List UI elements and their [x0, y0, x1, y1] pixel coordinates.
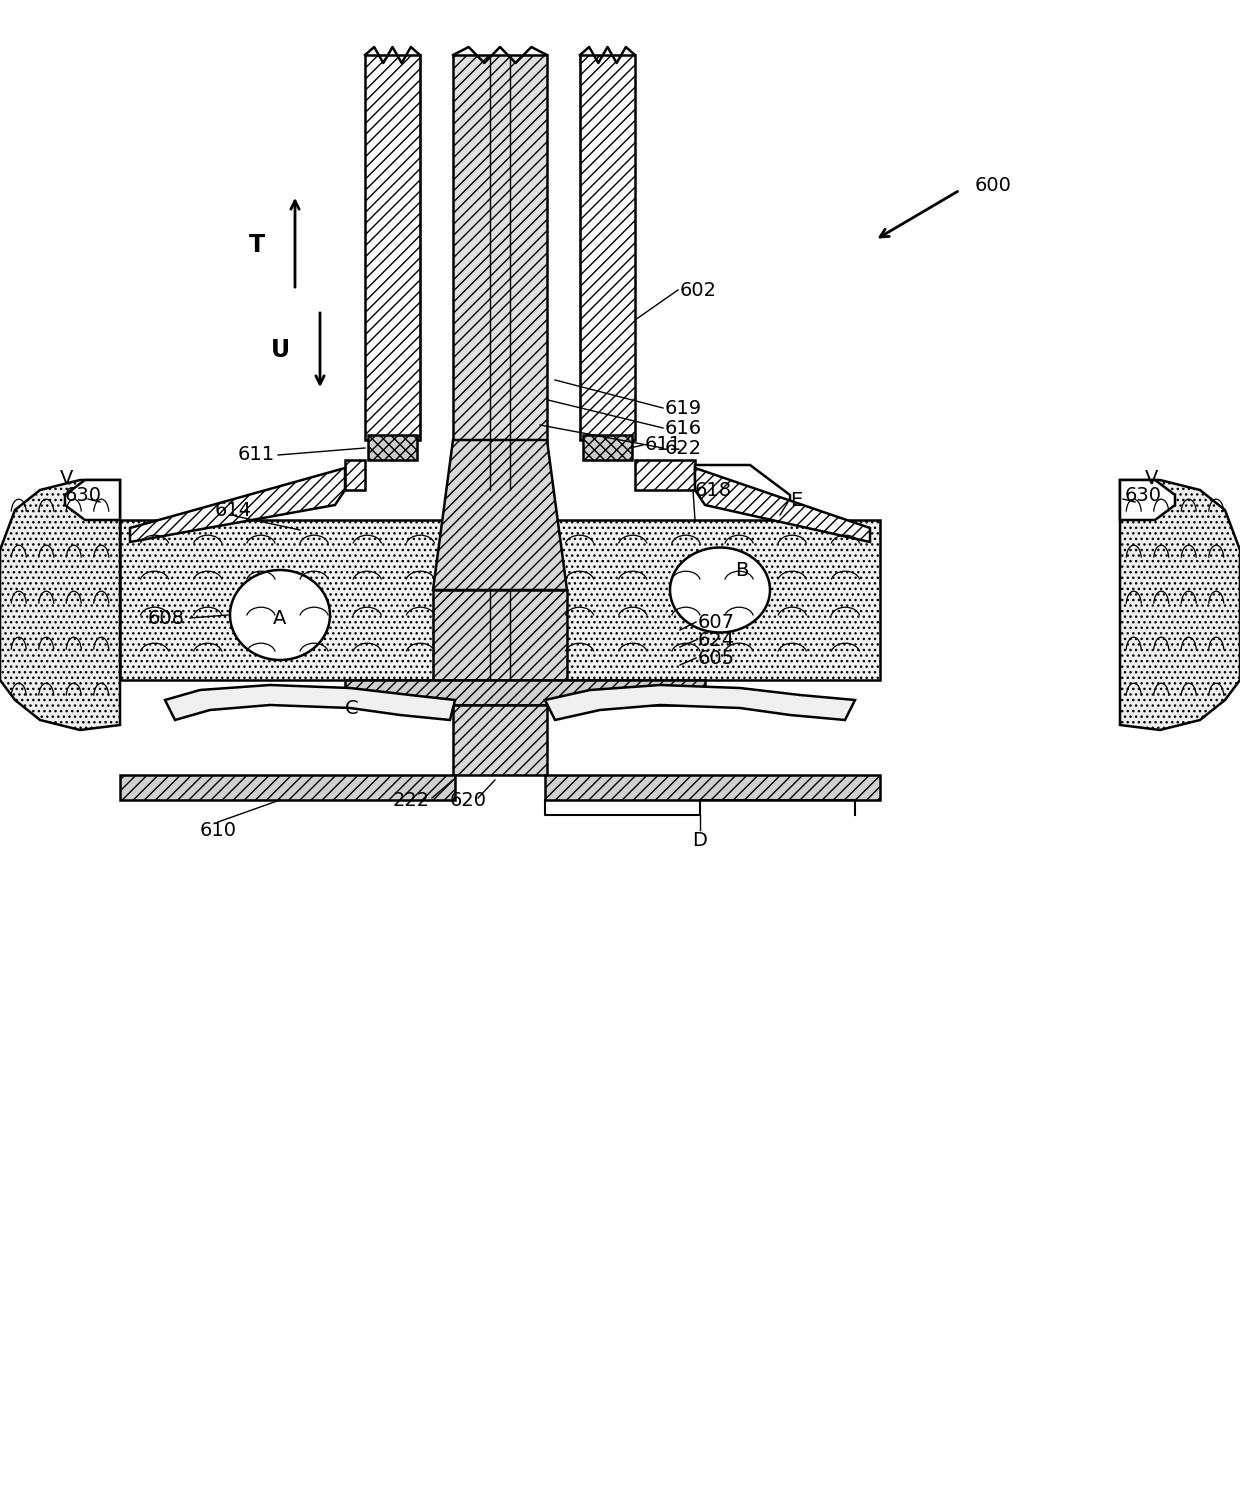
Polygon shape: [368, 435, 417, 460]
Text: 602: 602: [680, 280, 717, 299]
Text: 605: 605: [698, 648, 735, 668]
Polygon shape: [365, 55, 420, 440]
Text: T: T: [249, 232, 265, 256]
Text: 620: 620: [450, 791, 487, 809]
Text: 600: 600: [975, 176, 1012, 195]
Polygon shape: [635, 460, 694, 490]
Polygon shape: [546, 685, 856, 720]
Text: 611: 611: [238, 446, 275, 465]
Polygon shape: [433, 440, 567, 590]
Polygon shape: [583, 435, 632, 460]
Text: 622: 622: [665, 438, 702, 457]
Text: D: D: [693, 830, 708, 849]
Polygon shape: [130, 468, 345, 542]
Text: V: V: [1145, 468, 1158, 487]
Polygon shape: [546, 775, 880, 800]
Polygon shape: [120, 775, 455, 800]
Text: 614: 614: [215, 501, 252, 520]
Text: 222: 222: [393, 791, 430, 809]
Text: 618: 618: [694, 480, 732, 499]
Polygon shape: [0, 480, 120, 730]
Text: 630: 630: [1125, 486, 1162, 505]
Polygon shape: [345, 679, 706, 705]
Text: U: U: [270, 338, 290, 362]
Text: 611: 611: [645, 435, 682, 454]
Ellipse shape: [670, 547, 770, 632]
Polygon shape: [64, 480, 120, 520]
Polygon shape: [694, 465, 790, 516]
Text: B: B: [735, 560, 749, 580]
Text: V: V: [60, 468, 73, 487]
Polygon shape: [453, 705, 547, 775]
Polygon shape: [580, 55, 635, 440]
Polygon shape: [165, 685, 455, 720]
Ellipse shape: [229, 571, 330, 660]
Text: 630: 630: [64, 486, 102, 505]
Text: 608: 608: [148, 608, 185, 627]
Text: E: E: [790, 490, 802, 510]
Polygon shape: [433, 590, 567, 679]
Polygon shape: [1120, 480, 1176, 520]
Text: A: A: [273, 608, 286, 627]
Polygon shape: [345, 460, 365, 490]
Text: 624: 624: [698, 630, 735, 650]
Polygon shape: [694, 468, 870, 542]
Polygon shape: [120, 520, 455, 679]
Text: C: C: [345, 699, 358, 718]
Polygon shape: [1120, 480, 1240, 730]
Text: 619: 619: [665, 398, 702, 417]
Text: 616: 616: [665, 419, 702, 438]
Polygon shape: [453, 55, 547, 490]
Polygon shape: [546, 520, 880, 679]
Text: 607: 607: [698, 612, 735, 632]
Text: 610: 610: [200, 821, 237, 839]
